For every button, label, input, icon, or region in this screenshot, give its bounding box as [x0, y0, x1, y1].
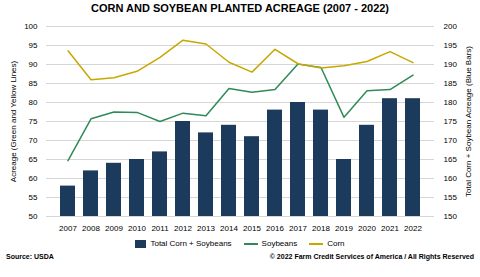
- html-text:© 2022 Farm Credit Services of: © 2022 Farm Credit Services of America /…: [269, 253, 474, 260]
- html-text:Total Corn + Soybeans: Total Corn + Soybeans: [150, 239, 232, 248]
- svg-text:80: 80: [29, 98, 38, 107]
- svg-text:2019: 2019: [335, 224, 353, 233]
- svg-text:2020: 2020: [358, 224, 376, 233]
- svg-text:155: 155: [444, 193, 458, 202]
- html-text:Source: USDA: Source: USDA: [6, 253, 54, 260]
- svg-text:65: 65: [29, 155, 38, 164]
- svg-text:190: 190: [444, 60, 458, 69]
- html-text:CORN AND SOYBEAN PLANTED ACREA: CORN AND SOYBEAN PLANTED ACREAGE (2007 -…: [91, 2, 389, 14]
- svg-text:170: 170: [444, 136, 458, 145]
- html-text:Corn: Corn: [327, 239, 345, 248]
- svg-text:2008: 2008: [82, 224, 100, 233]
- svg-text:2015: 2015: [243, 224, 261, 233]
- svg-text:195: 195: [444, 41, 458, 50]
- svg-text:60: 60: [29, 174, 38, 183]
- svg-text:180: 180: [444, 98, 458, 107]
- svg-text:2007: 2007: [59, 224, 77, 233]
- svg-text:2011: 2011: [151, 224, 169, 233]
- svg-text:185: 185: [444, 79, 458, 88]
- svg-text:75: 75: [29, 117, 38, 126]
- svg-text:2010: 2010: [128, 224, 146, 233]
- svg-text:85: 85: [29, 79, 38, 88]
- svg-text:Total Corn + Soybean Acreage (: Total Corn + Soybean Acreage (Blue Bars): [464, 46, 473, 197]
- svg-text:165: 165: [444, 155, 458, 164]
- svg-text:90: 90: [29, 60, 38, 69]
- svg-text:2013: 2013: [197, 224, 215, 233]
- svg-text:200: 200: [444, 22, 458, 31]
- svg-text:150: 150: [444, 212, 458, 221]
- svg-text:2014: 2014: [220, 224, 238, 233]
- svg-text:2021: 2021: [381, 224, 399, 233]
- svg-text:50: 50: [29, 212, 38, 221]
- svg-text:2017: 2017: [289, 224, 307, 233]
- svg-text:100: 100: [24, 22, 38, 31]
- html-text:Soybeans: Soybeans: [261, 239, 298, 248]
- svg-text:95: 95: [29, 41, 38, 50]
- svg-text:2009: 2009: [105, 224, 123, 233]
- svg-text:70: 70: [29, 136, 38, 145]
- svg-text:Acreage (Green and Yellow Line: Acreage (Green and Yellow Lines): [9, 60, 18, 182]
- svg-text:160: 160: [444, 174, 458, 183]
- svg-text:2016: 2016: [266, 224, 284, 233]
- svg-text:2012: 2012: [174, 224, 192, 233]
- svg-text:175: 175: [444, 117, 458, 126]
- svg-text:2018: 2018: [312, 224, 330, 233]
- svg-text:55: 55: [29, 193, 38, 202]
- svg-text:2022: 2022: [404, 224, 422, 233]
